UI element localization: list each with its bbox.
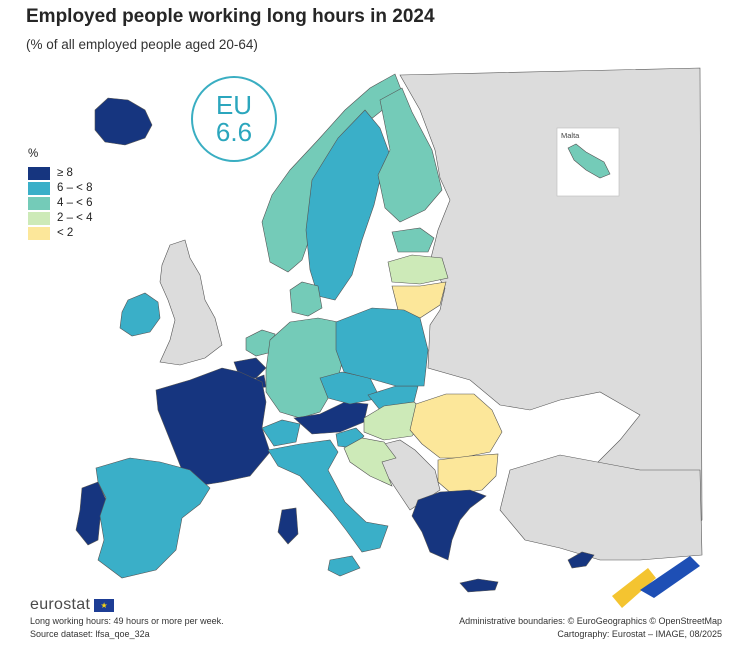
legend-title: %: [28, 148, 39, 160]
united-kingdom: [159, 239, 223, 366]
legend-item: 4 – < 6: [28, 196, 93, 210]
region-poland: [335, 307, 429, 387]
region-sicily: [327, 555, 361, 577]
region-croatia: [343, 437, 397, 487]
map-subtitle: (% of all employed people aged 20-64): [26, 37, 258, 52]
legend-swatch: [28, 211, 50, 225]
legend-swatch: [28, 181, 50, 195]
eu-badge-label: EU: [215, 89, 253, 120]
region-spain: [95, 457, 211, 579]
map-title: Employed people working long hours in 20…: [26, 6, 435, 27]
region-bulgaria: [437, 453, 499, 495]
region-sweden: [305, 109, 391, 301]
legend-label: 4 – < 6: [57, 197, 93, 209]
footnote-definition: Long working hours: 49 hours or more per…: [30, 616, 224, 626]
eu-badge-value: 6.6: [215, 117, 253, 147]
legend-label: 6 – < 8: [57, 182, 93, 194]
region-austria: [293, 401, 369, 435]
legend-item: < 2: [28, 226, 93, 240]
legend-swatch: [28, 226, 50, 240]
legend-label: ≥ 8: [57, 167, 73, 179]
region-ireland: [119, 292, 161, 337]
legend-item: ≥ 8: [28, 166, 93, 180]
legend-swatch: [28, 166, 50, 180]
eurostat-logo-mark: [612, 556, 700, 608]
region-finland: [377, 87, 443, 223]
region-latvia: [387, 254, 449, 285]
malta-inset-label: Malta: [561, 131, 580, 140]
legend-label: < 2: [57, 227, 74, 239]
legend-item: 6 – < 8: [28, 181, 93, 195]
brand-name: eurostat: [30, 596, 91, 613]
legend-item: 2 – < 4: [28, 211, 93, 225]
region-estonia: [391, 227, 435, 253]
eurostat-logo: eurostat ★: [30, 596, 115, 614]
region-romania: [409, 393, 503, 459]
region-cyprus: [567, 551, 595, 569]
turkey-region: [499, 454, 703, 561]
legend-swatch: [28, 196, 50, 210]
region-denmark: [289, 281, 323, 317]
region-greece: [411, 489, 487, 561]
eu-average-badge: EU 6.6: [191, 76, 277, 162]
malta-inset: [556, 127, 620, 197]
region-italy: [267, 439, 389, 553]
no-data-countries: [159, 67, 703, 561]
region-sardinia: [277, 507, 299, 545]
region-switzerland: [261, 419, 301, 447]
legend-label: 2 – < 4: [57, 212, 93, 224]
eu-flag-icon: ★: [94, 598, 115, 612]
region-crete: [459, 578, 499, 593]
region-malta: [567, 143, 611, 179]
footnote-source: Source dataset: lfsa_qoe_32a: [30, 629, 150, 639]
credit-boundaries: Administrative boundaries: © EuroGeograp…: [459, 616, 722, 626]
credit-cartography: Cartography: Eurostat – IMAGE, 08/2025: [557, 629, 722, 639]
region-iceland: [94, 97, 153, 146]
map-legend: % ≥ 8 6 – < 8 4 – < 6 2 – < 4 < 2: [28, 148, 93, 241]
